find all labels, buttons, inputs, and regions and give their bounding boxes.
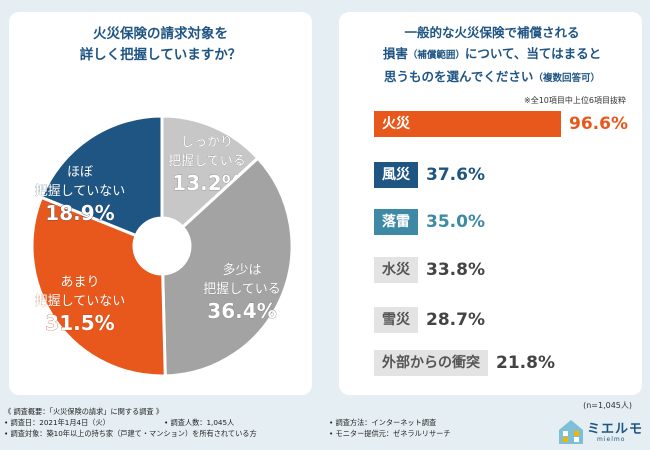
bar-question-line3a: 思うものを選んでください <box>384 69 534 84</box>
survey-provider: • モニター提供元：ゼネラルリサーチ <box>329 429 451 438</box>
bar-label: 雪災 <box>382 312 410 328</box>
survey-count: • 調査人数：1,045人 <box>164 418 235 427</box>
survey-date: • 調査日：2021年1月4日（火） <box>4 418 110 427</box>
bar-mark <box>374 307 418 333</box>
bar-mark <box>374 257 418 283</box>
pie-label-1-label-line1: しっかり <box>181 135 233 150</box>
pie-label-4-value-text: 18.9% <box>45 201 114 225</box>
pie-label-4-label-line2: 把握していない <box>35 184 126 199</box>
right-panel: 一般的な火災保険で補償される 損害（補償範囲）について、当てはまると 思うものを… <box>339 12 642 410</box>
survey-target: • 調査対象：築10年以上の持ち家（戸建て・マンション）を所有されている方 <box>4 429 257 438</box>
survey-heading: 《 調査概要：「火災保険の請求」に関する調査 》 <box>4 407 164 416</box>
sample-size: (n=1,045人) <box>583 401 632 410</box>
brand-logo: ミエルモ mielmo <box>557 414 647 448</box>
bar-question: 一般的な火災保険で補償される 損害（補償範囲）について、当てはまると 思うものを… <box>347 22 637 89</box>
house-icon <box>559 420 583 444</box>
bar-question-line3b: （複数回答可） <box>533 73 600 84</box>
bar-question-line2c: について、当てはまると <box>464 46 602 61</box>
bar-value: 21.8% <box>496 353 555 373</box>
pie-label-1-label-line2: 把握している <box>168 154 246 169</box>
pie-label-2-label-line2: 把握している <box>203 282 281 297</box>
bar-question-line2: 損害（補償範囲）について、当てはまると <box>347 43 637 66</box>
survey-method: • 調査方法：インターネット調査 <box>329 418 437 427</box>
pie-label-3-value-text: 31.5% <box>45 311 114 335</box>
brand-sub: mielmo <box>597 436 626 443</box>
bar-value: 96.6% <box>569 114 628 134</box>
bar-question-line1: 一般的な火災保険で補償される <box>404 25 580 40</box>
bar-mark <box>374 111 561 137</box>
brand-name: ミエルモ <box>587 422 644 437</box>
bar-question-line2b: （補償範囲） <box>407 50 465 61</box>
bar-value: 35.0% <box>426 212 485 232</box>
bar-value: 33.8% <box>426 260 485 280</box>
bar-label: 風災 <box>382 167 410 183</box>
bar-label: 水災 <box>382 262 410 278</box>
pie-label-3-label-line2: 把握していない <box>35 294 126 309</box>
pie-label-4-label-line1: ほぼ <box>67 165 93 180</box>
bar-value: 28.7% <box>426 310 485 330</box>
pie-question-line2: 詳しく把握していますか？ <box>79 47 242 63</box>
bar-mark <box>374 162 418 188</box>
pie-label-3-label-line1: あまり <box>60 275 99 290</box>
bar-question-line2a: 損害 <box>382 46 408 61</box>
bar-label: 落雷 <box>382 214 410 230</box>
pie-center-hole <box>134 218 190 274</box>
bar-mark <box>374 350 488 376</box>
bar-label: 火災 <box>382 116 410 132</box>
pie-question: 火災保険の請求対象を 詳しく把握していますか？ <box>9 24 312 66</box>
bar-mark <box>374 209 418 235</box>
bar-note: ※全10項目中上位6項目抜粋 <box>524 96 626 105</box>
pie-question-line1: 火災保険の請求対象を <box>93 26 228 42</box>
pie-label-2-label-line1: 多少は <box>222 262 261 278</box>
bar-value: 37.6% <box>426 165 485 185</box>
pie-label-2-value-text: 36.4% <box>207 299 276 323</box>
bar-question-line3: 思うものを選んでください（複数回答可） <box>347 66 637 89</box>
bar-label: 外部からの衝突 <box>382 355 480 371</box>
